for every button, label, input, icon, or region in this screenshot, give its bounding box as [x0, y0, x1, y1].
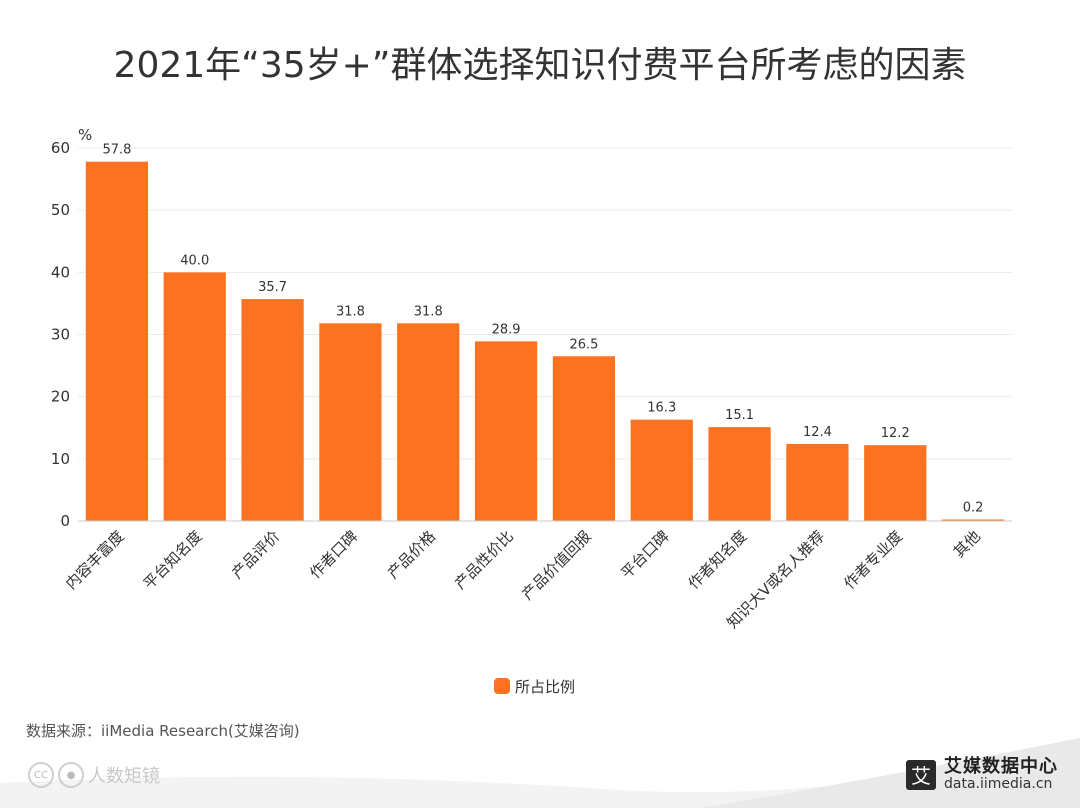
- bar-value-label: 26.5: [569, 337, 598, 352]
- chart-title: 2021年“35岁+”群体选择知识付费平台所考虑的因素: [113, 45, 967, 86]
- x-category-label: 平台口碑: [617, 527, 672, 582]
- bar-value-label: 0.2: [963, 501, 984, 516]
- x-category-label: 产品价格: [384, 527, 439, 582]
- brand: 艾 艾媒数据中心 data.iimedia.cn: [906, 756, 1058, 792]
- y-tick-label: 20: [51, 388, 70, 406]
- bar-value-label: 40.0: [180, 253, 209, 268]
- brand-url: data.iimedia.cn: [944, 775, 1053, 792]
- cc-icon: CC: [28, 762, 54, 788]
- x-category-label: 产品性价比: [451, 527, 517, 593]
- bar[interactable]: [241, 299, 304, 521]
- bar[interactable]: [319, 323, 382, 521]
- x-category-label: 内容丰富度: [62, 527, 128, 593]
- bar-value-label: 15.1: [725, 408, 754, 423]
- bar-value-label: 35.7: [258, 280, 287, 295]
- bar-value-label: 12.2: [881, 426, 910, 441]
- bar-value-label: 31.8: [414, 304, 443, 319]
- x-category-label: 产品评价: [228, 527, 283, 582]
- x-category-label: 其他: [950, 527, 984, 561]
- legend[interactable]: 所占比例: [494, 676, 575, 696]
- y-axis-unit-label: %: [78, 126, 92, 144]
- bar-value-label: 31.8: [336, 304, 365, 319]
- bar[interactable]: [864, 445, 927, 521]
- watermark-text: 人数矩镜: [88, 766, 160, 787]
- y-axis-ticks: 0 10 20 30 40 50 60: [51, 139, 70, 530]
- bar-value-label: 57.8: [102, 143, 131, 158]
- bar[interactable]: [85, 161, 149, 521]
- legend-swatch: [494, 678, 510, 694]
- bar[interactable]: [630, 419, 693, 521]
- legend-label: 所占比例: [515, 677, 576, 696]
- grid-lines: [78, 147, 1012, 460]
- y-tick-label: 60: [51, 139, 70, 157]
- bar[interactable]: [163, 272, 226, 521]
- bar[interactable]: [708, 427, 771, 521]
- bar[interactable]: [552, 356, 616, 521]
- y-tick-label: 40: [51, 263, 70, 281]
- x-category-label: 产品价值回报: [518, 527, 594, 603]
- bar[interactable]: [941, 519, 1005, 522]
- x-category-label: 平台知名度: [140, 527, 206, 593]
- x-category-label: 作者专业度: [840, 527, 906, 593]
- x-category-label: 作者口碑: [306, 527, 361, 582]
- brand-logo-icon: 艾: [906, 759, 936, 790]
- bar-value-label: 12.4: [803, 425, 832, 440]
- x-category-label: 作者知名度: [685, 527, 751, 593]
- data-labels: 57.8 40.0 35.7 31.8 31.8 28.9 26.5 16.3 15.1 12.4…: [102, 143, 983, 516]
- bar-value-label: 28.9: [492, 322, 521, 337]
- watermark: CC ● 人数矩镜: [28, 762, 160, 788]
- y-tick-label: 30: [51, 326, 70, 344]
- source-note: 数据来源：iiMedia Research(艾媒咨询): [26, 722, 300, 740]
- footer-decoration: [0, 738, 1080, 808]
- y-tick-label: 10: [51, 450, 70, 468]
- brand-name: 艾媒数据中心: [944, 756, 1058, 777]
- y-tick-label: 50: [51, 201, 70, 219]
- bars: [85, 161, 1005, 522]
- y-tick-label: 0: [60, 512, 70, 530]
- bar[interactable]: [397, 323, 460, 521]
- bar[interactable]: [474, 341, 538, 521]
- x-axis-category-labels: 内容丰富度 平台知名度 产品评价 作者口碑 产品价格 产品性价比 产品价值回报 平台口碑 作者知…: [62, 527, 984, 632]
- bar[interactable]: [786, 443, 849, 521]
- bar-value-label: 16.3: [647, 401, 676, 416]
- person-icon: ●: [58, 762, 84, 788]
